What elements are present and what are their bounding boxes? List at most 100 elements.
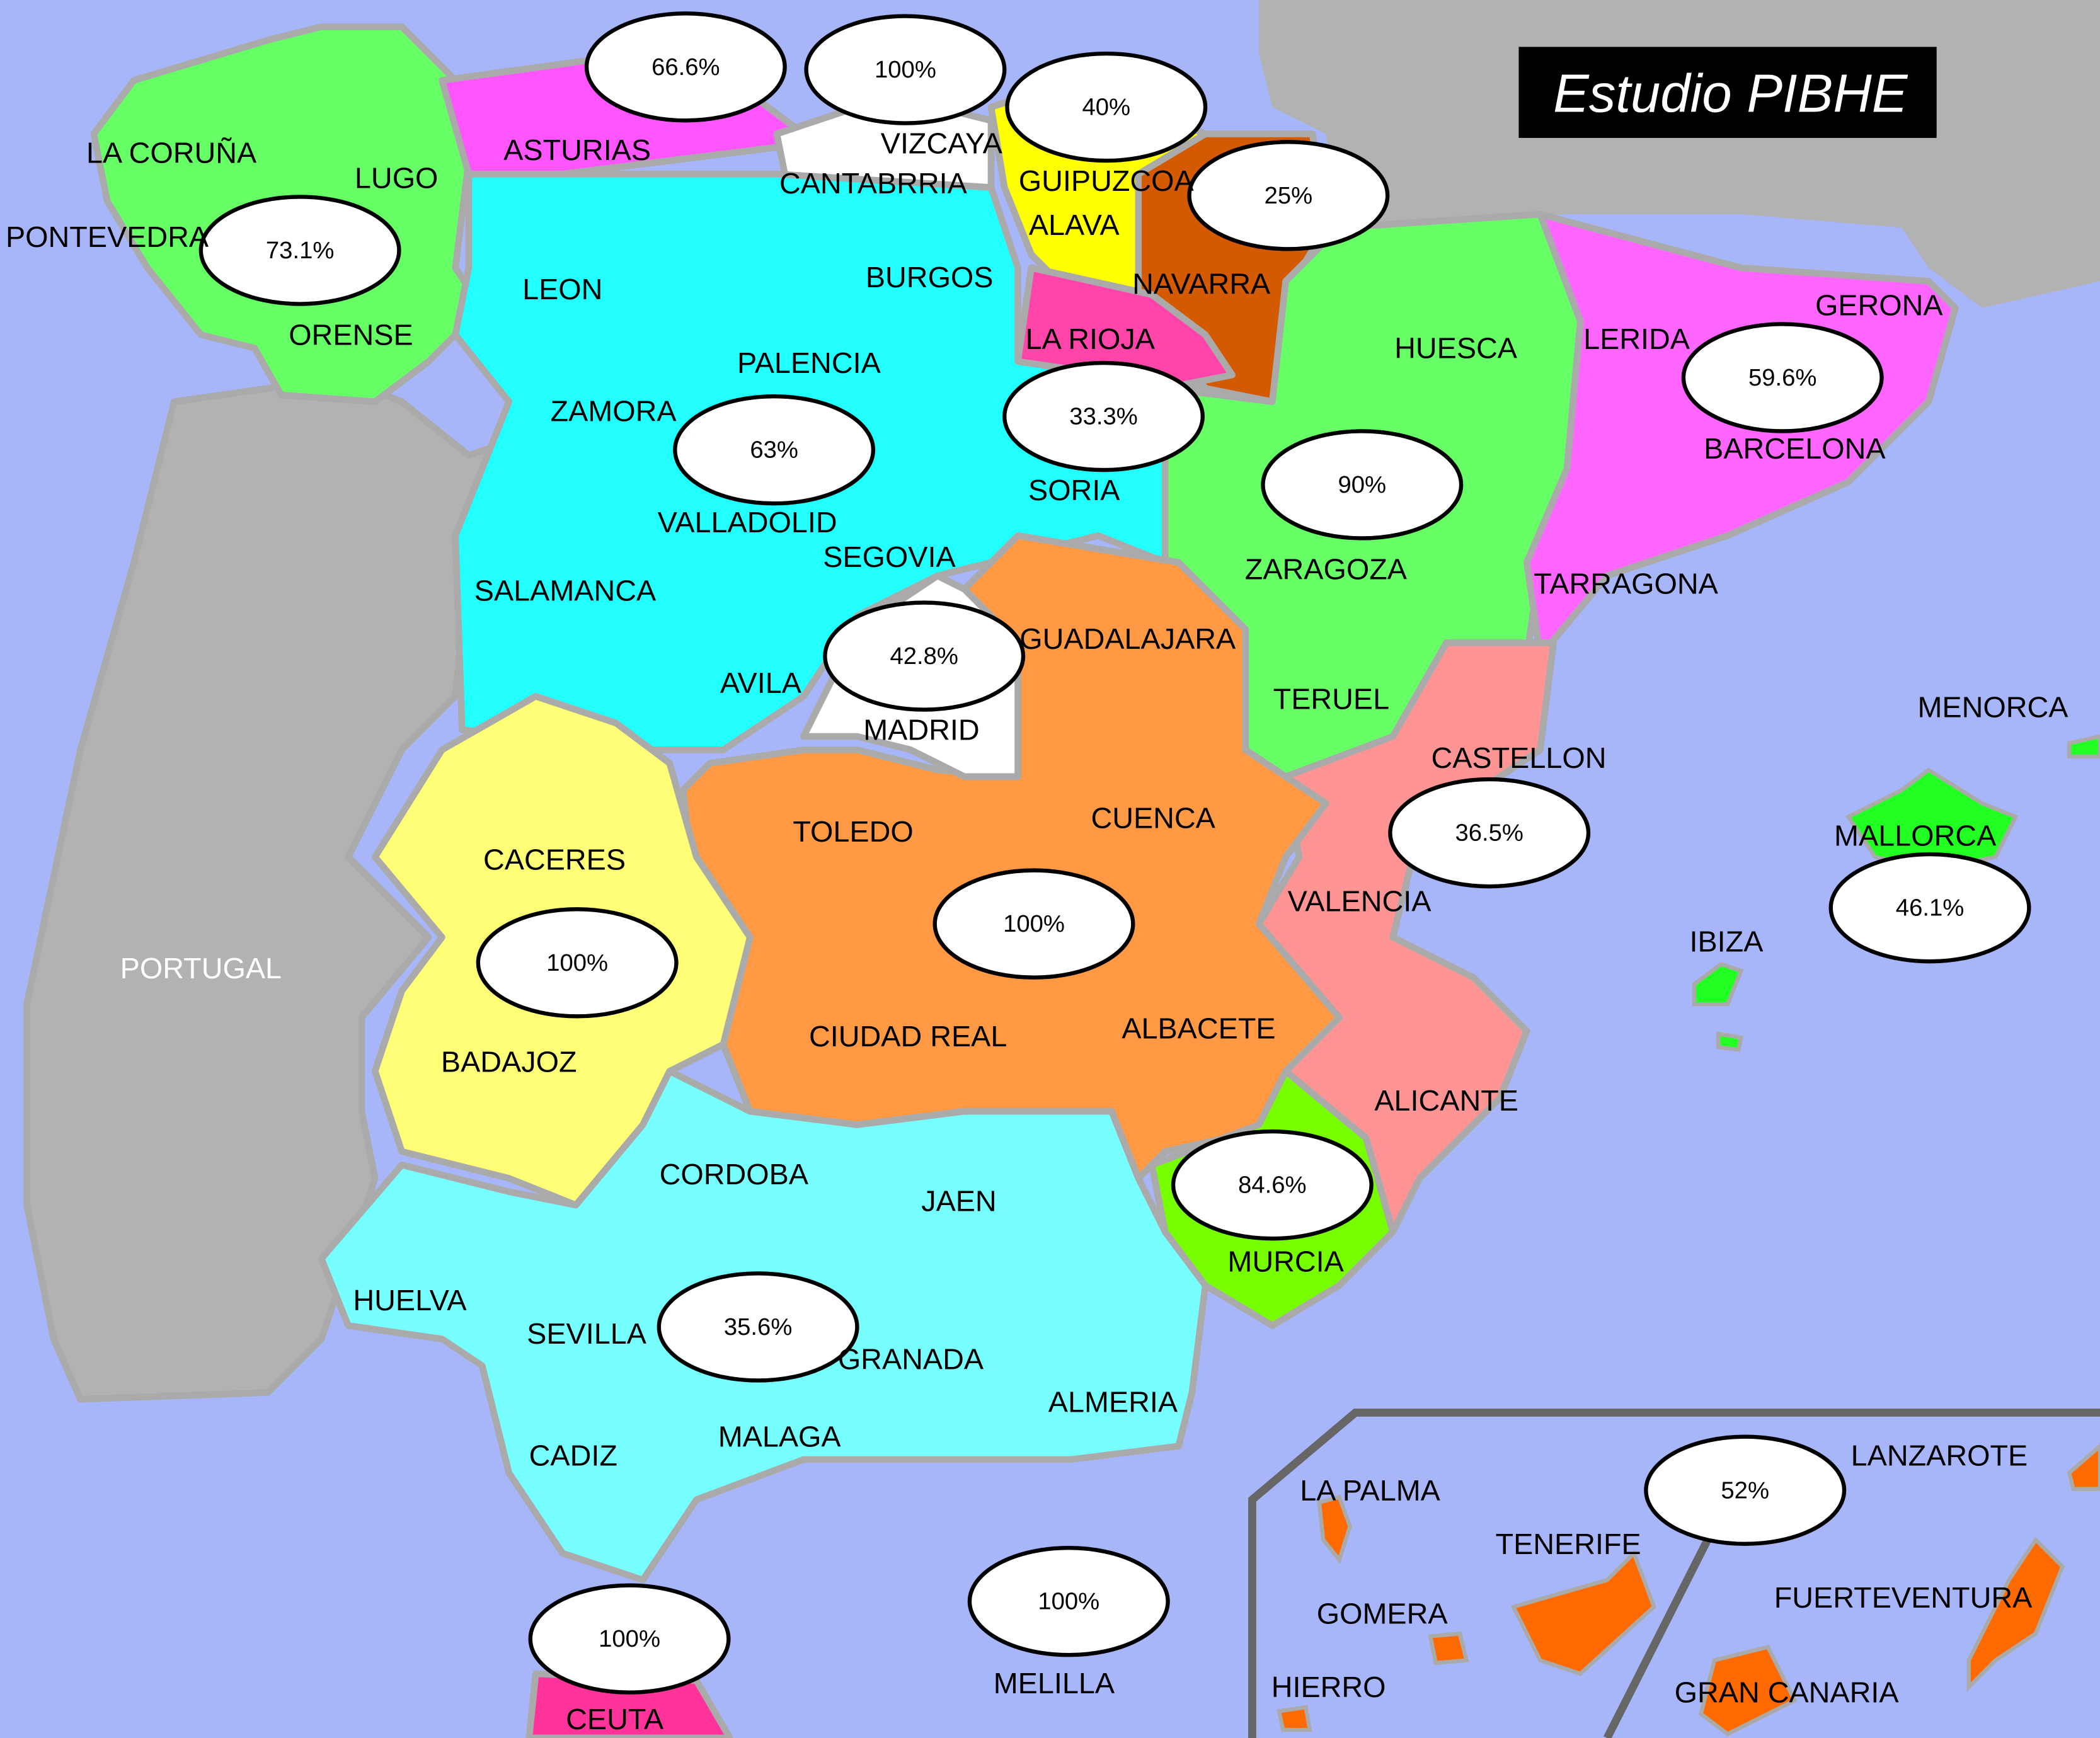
label: LERIDA xyxy=(1583,323,1690,355)
percentage-value: 84.6% xyxy=(1238,1172,1306,1199)
label: GUIPUZCOA xyxy=(1019,164,1195,197)
percentage-value: 35.6% xyxy=(724,1313,792,1341)
label: TERUEL xyxy=(1273,683,1389,716)
label: MADRID xyxy=(863,713,979,746)
label: LA RIOJA xyxy=(1026,323,1156,355)
label: TENERIFE xyxy=(1496,1528,1641,1560)
label: CASTELLON xyxy=(1431,741,1606,774)
percentage-bubbles: 66.6% 100% 40% 25% 73.1% 63% 33.3% 90% 59.6% 42.8… xyxy=(198,11,2031,1695)
label: SALAMANCA xyxy=(474,574,657,607)
percentage-bubble: 33.3% xyxy=(1002,360,1205,472)
bubble-ellipse xyxy=(1388,777,1591,889)
percentage-bubble: 25% xyxy=(1187,140,1390,251)
label: ASTURIAS xyxy=(503,134,651,166)
label: GRAN CANARIA xyxy=(1675,1676,1900,1709)
label: GRANADA xyxy=(838,1342,984,1375)
percentage-value: 63% xyxy=(750,437,798,464)
percentage-value: 36.5% xyxy=(1455,820,1523,847)
bubble-ellipse xyxy=(804,14,1007,125)
label: ZAMORA xyxy=(551,395,677,428)
percentage-bubble: 100% xyxy=(476,907,679,1019)
province-labels: LA CORUÑA LUGO PONTEVEDRA ORENSE ASTURIA… xyxy=(6,127,2068,1735)
label: ALBACETE xyxy=(1122,1012,1275,1044)
percentage-value: 100% xyxy=(599,1625,660,1652)
label: JAEN xyxy=(921,1185,997,1218)
bubble-ellipse xyxy=(1005,51,1208,163)
label: AVILA xyxy=(720,666,802,699)
label: ALAVA xyxy=(1029,209,1120,241)
percentage-value: 100% xyxy=(875,56,936,83)
label: LUGO xyxy=(355,162,439,195)
canarias-inset xyxy=(1248,1409,2100,1738)
label: CUENCA xyxy=(1091,802,1215,835)
label: GUADALAJARA xyxy=(1019,622,1236,655)
label: VALENCIA xyxy=(1288,885,1432,918)
label: FUERTEVENTURA xyxy=(1774,1581,2033,1614)
bubble-ellipse xyxy=(1681,322,1884,433)
bubble-ellipse xyxy=(673,394,876,506)
bubble-ellipse xyxy=(584,11,787,123)
label: LANZAROTE xyxy=(1851,1439,2028,1472)
bubble-ellipse xyxy=(823,600,1026,712)
label: MALLORCA xyxy=(1834,819,1997,852)
label: CADIZ xyxy=(529,1439,617,1472)
label: BURGOS xyxy=(866,261,994,294)
bubble-ellipse xyxy=(967,1545,1170,1657)
percentage-value: 42.8% xyxy=(890,643,958,670)
label: MURCIA xyxy=(1227,1245,1344,1278)
percentage-bubble: 100% xyxy=(932,868,1135,980)
label: TOLEDO xyxy=(793,815,913,848)
label: SEGOVIA xyxy=(823,540,956,573)
label: VALLADOLID xyxy=(658,506,837,539)
label: HUESCA xyxy=(1394,332,1518,365)
label: BARCELONA xyxy=(1704,432,1886,465)
percentage-value: 46.1% xyxy=(1896,895,1964,922)
title: Estudio PIBHE xyxy=(1553,64,1908,123)
percentage-bubble: 63% xyxy=(673,394,876,506)
percentage-bubble: 100% xyxy=(528,1583,731,1695)
percentage-bubble: 100% xyxy=(967,1545,1170,1657)
percentage-bubble: 46.1% xyxy=(1828,852,2031,964)
title-box: Estudio PIBHE xyxy=(1518,47,1937,138)
percentage-value: 52% xyxy=(1721,1477,1769,1504)
label: CACERES xyxy=(483,843,626,876)
bubble-ellipse xyxy=(932,868,1135,980)
label: HUELVA xyxy=(353,1284,467,1317)
label: SEVILLA xyxy=(527,1317,647,1350)
percentage-bubble: 52% xyxy=(1644,1434,1847,1546)
percentage-bubble: 66.6% xyxy=(584,11,787,123)
bubble-ellipse xyxy=(1644,1434,1847,1546)
percentage-value: 66.6% xyxy=(651,54,720,81)
label: ZARAGOZA xyxy=(1245,552,1408,585)
percentage-value: 59.6% xyxy=(1748,364,1816,391)
label: CORDOBA xyxy=(660,1158,809,1191)
label: LEON xyxy=(522,273,602,306)
label: CEUTA xyxy=(566,1703,664,1735)
label: PORTUGAL xyxy=(120,952,282,985)
label: IBIZA xyxy=(1689,925,1764,958)
bubble-ellipse xyxy=(1171,1129,1374,1241)
percentage-bubble: 90% xyxy=(1261,429,1464,540)
bubble-ellipse xyxy=(528,1583,731,1695)
percentage-bubble: 100% xyxy=(804,14,1007,125)
region-cataluna xyxy=(1523,210,1959,660)
percentage-bubble: 35.6% xyxy=(657,1271,859,1383)
label: LA PALMA xyxy=(1300,1474,1440,1507)
percentage-value: 25% xyxy=(1265,182,1313,209)
percentage-value: 100% xyxy=(1003,910,1065,937)
percentage-value: 73.1% xyxy=(266,237,334,264)
label: MENORCA xyxy=(1917,690,2068,723)
percentage-value: 100% xyxy=(1038,1588,1099,1615)
label: BADAJOZ xyxy=(441,1046,577,1078)
bubble-ellipse xyxy=(198,195,401,306)
bubble-ellipse xyxy=(1002,360,1205,472)
label: PALENCIA xyxy=(737,346,881,379)
label: HIERRO xyxy=(1271,1671,1386,1703)
label: ORENSE xyxy=(289,318,413,351)
percentage-bubble: 59.6% xyxy=(1681,322,1884,433)
label: NAVARRA xyxy=(1132,268,1271,300)
bubble-ellipse xyxy=(1261,429,1464,540)
label: CIUDAD REAL xyxy=(809,1020,1007,1053)
label: MELILLA xyxy=(994,1667,1115,1700)
